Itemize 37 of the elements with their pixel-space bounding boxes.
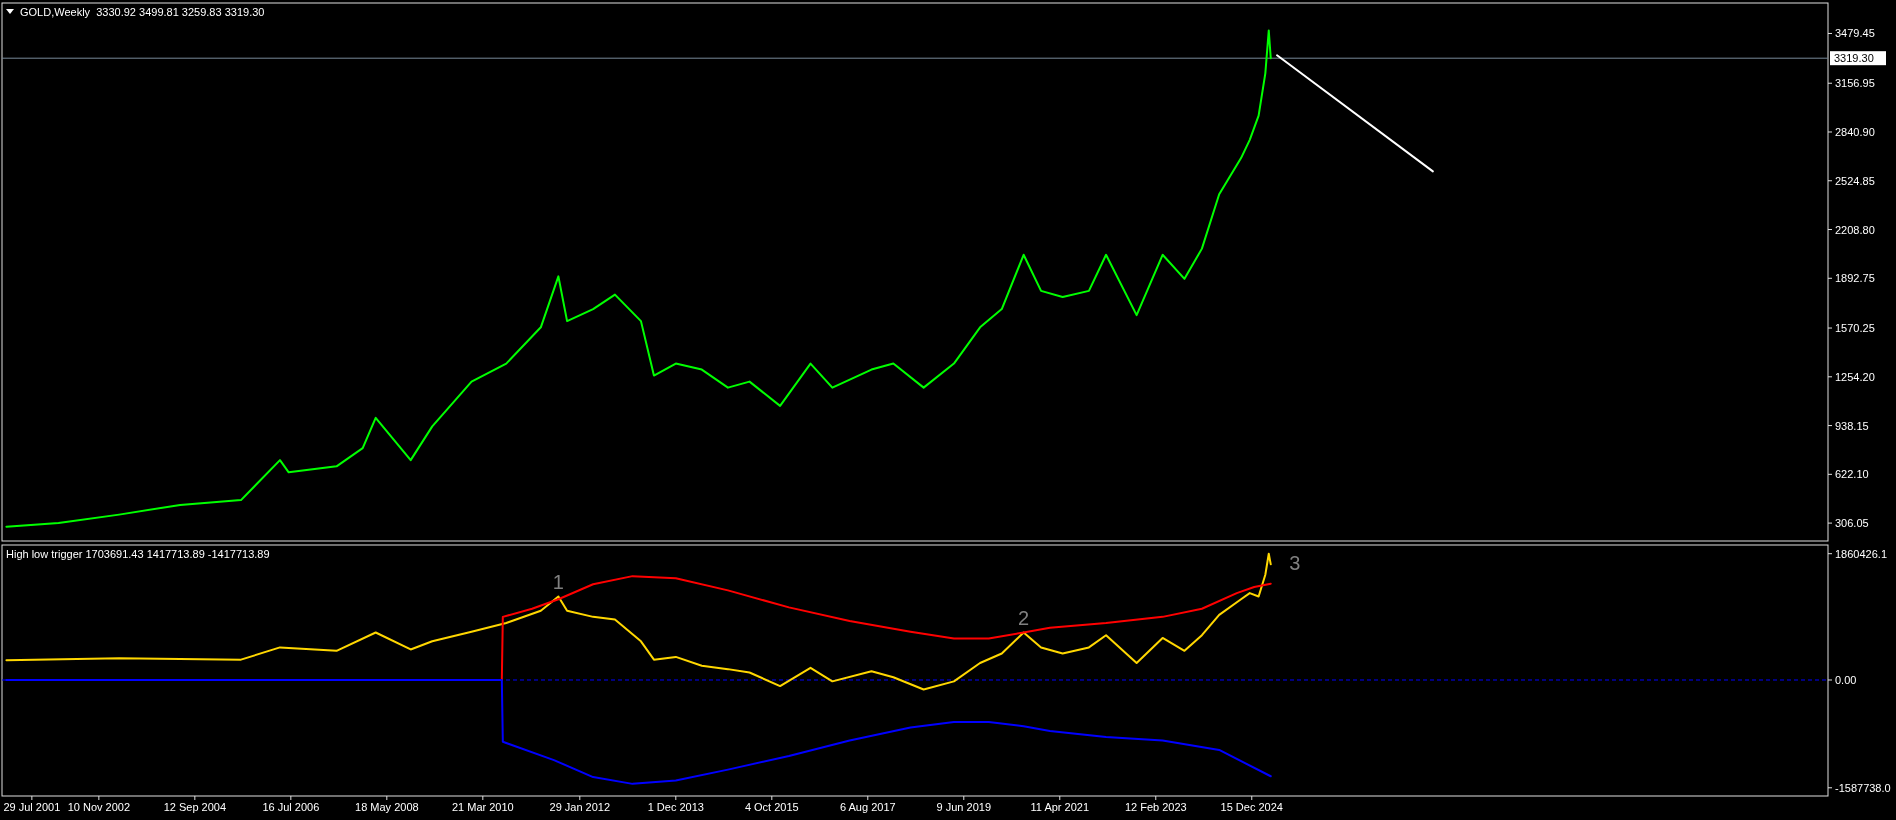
y-tick-label: 2840.90 bbox=[1835, 126, 1875, 138]
y-tick-label: 622.10 bbox=[1835, 468, 1869, 481]
x-tick-label: 21 Mar 2010 bbox=[451, 801, 514, 813]
y-tick-label: 1254.20 bbox=[1835, 370, 1875, 383]
ref-line-label: 3319.30 bbox=[1834, 52, 1874, 65]
x-tick-label: 12 Sep 2004 bbox=[163, 801, 227, 813]
x-tick-label: 9 Jun 2019 bbox=[936, 801, 991, 813]
y-tick-label: 2208.80 bbox=[1835, 223, 1875, 236]
x-tick-label: 18 May 2008 bbox=[355, 801, 419, 813]
y-tick-label: 3479.45 bbox=[1835, 27, 1875, 40]
y-tick-label: 1570.25 bbox=[1835, 322, 1875, 335]
x-tick-label: 4 Oct 2015 bbox=[744, 801, 799, 813]
x-tick-label: 16 Jul 2006 bbox=[262, 801, 320, 813]
y-tick-label: 306.05 bbox=[1835, 517, 1869, 530]
x-tick-label: 12 Feb 2023 bbox=[1124, 801, 1187, 813]
y-tick-label: 1892.75 bbox=[1835, 272, 1875, 285]
annotation: 1 bbox=[552, 570, 564, 593]
y-tick-label: 2524.85 bbox=[1835, 174, 1875, 187]
chart-title: GOLD,Weekly 3330.92 3499.81 3259.83 3319.30 bbox=[20, 6, 265, 18]
line-series bbox=[5, 29, 1272, 528]
line-series bbox=[500, 575, 1272, 681]
y-tick-label: 1860426.1 bbox=[1835, 547, 1887, 560]
x-tick-label: 29 Jul 2001 bbox=[3, 801, 61, 813]
x-tick-label: 6 Aug 2017 bbox=[839, 801, 896, 813]
x-tick-label: 10 Nov 2002 bbox=[67, 801, 131, 813]
annotation: 2 bbox=[1018, 606, 1030, 629]
x-tick-label: 1 Dec 2013 bbox=[647, 801, 704, 813]
y-tick-label: 3156.95 bbox=[1835, 77, 1875, 90]
y-tick-label: 938.15 bbox=[1835, 419, 1869, 432]
x-tick-label: 11 Apr 2021 bbox=[1030, 801, 1090, 813]
annotation: 3 bbox=[1289, 551, 1301, 574]
x-tick-label: 15 Dec 2024 bbox=[1220, 801, 1283, 813]
line-series bbox=[5, 552, 1272, 691]
chart-title: High low trigger 1703691.43 1417713.89 -1417713.89 bbox=[6, 548, 270, 560]
y-tick-label: 0.00 bbox=[1835, 674, 1857, 686]
x-tick-label: 29 Jan 2012 bbox=[549, 801, 611, 813]
y-tick-label: -1587738.0 bbox=[1835, 781, 1891, 794]
